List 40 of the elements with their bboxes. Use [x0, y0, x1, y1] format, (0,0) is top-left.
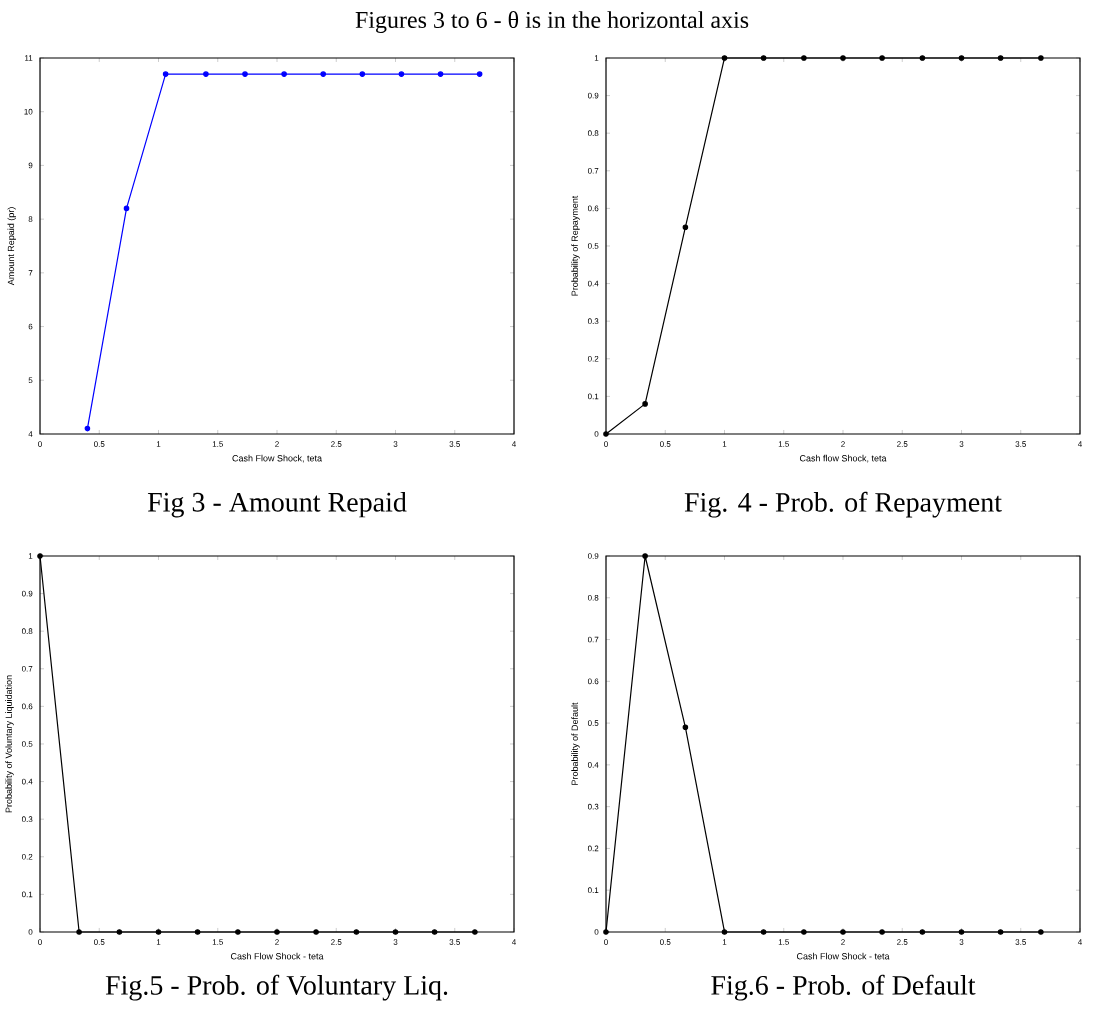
point — [320, 71, 327, 77]
text: Fig. 4 - Prob. of Repayment — [684, 491, 1002, 518]
point — [721, 929, 728, 935]
point — [603, 929, 609, 935]
point — [919, 929, 926, 935]
point — [84, 425, 91, 432]
point — [203, 71, 209, 77]
point — [760, 55, 767, 61]
point — [801, 929, 807, 935]
point — [958, 929, 965, 935]
point — [958, 55, 965, 61]
point — [398, 71, 405, 77]
point — [642, 401, 648, 407]
point — [162, 71, 169, 77]
point — [281, 71, 287, 77]
point — [919, 55, 926, 61]
point — [1038, 55, 1044, 61]
point — [242, 71, 248, 77]
point — [840, 55, 846, 61]
text: Fig.5 - Prob. of Voluntary Liq. — [105, 974, 448, 1001]
point — [879, 929, 885, 935]
point — [476, 71, 483, 77]
point — [123, 205, 130, 212]
point — [1038, 929, 1044, 935]
point — [437, 71, 444, 77]
point — [840, 929, 846, 935]
text: Fig 3 - Amount Repaid — [147, 491, 407, 518]
point — [642, 553, 648, 559]
point — [997, 929, 1004, 935]
point — [603, 431, 609, 437]
point — [997, 55, 1004, 61]
text: Fig.6 - Prob. of Default — [711, 974, 976, 1001]
point — [682, 224, 689, 230]
point — [879, 55, 885, 61]
point — [721, 55, 728, 61]
point — [682, 724, 689, 731]
point — [801, 55, 807, 61]
point — [359, 71, 366, 77]
text: Figures 3 to 6 - θ is in the horizontal axis — [355, 11, 749, 33]
point — [760, 929, 767, 935]
